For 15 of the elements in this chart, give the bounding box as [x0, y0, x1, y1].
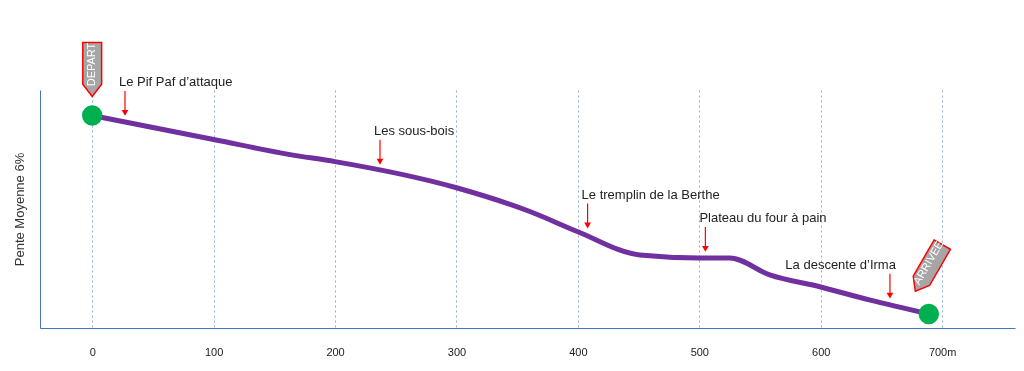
x-tick-label: 600: [812, 345, 831, 358]
x-tick-label: 400: [569, 345, 588, 358]
x-tick-label: 0: [89, 345, 96, 358]
x-tick-label: 500: [690, 345, 709, 358]
x-tick-label: 100: [204, 345, 224, 358]
annotation: Le Pif Paf d’attaque: [118, 73, 233, 89]
annotation: La descente d’Irma: [785, 256, 897, 272]
annotation: Les sous-bois: [373, 122, 455, 138]
x-tick-label: 300: [447, 345, 467, 358]
annotation: Plateau du four à pain: [699, 209, 827, 225]
annotation: Le tremplin de la Berthe: [581, 186, 720, 202]
y-axis-title: Pente Moyenne 6%: [11, 152, 27, 267]
x-tick-label: 200: [326, 345, 345, 358]
x-tick-label: 700m: [928, 345, 957, 358]
annotation: DEPART: [85, 42, 98, 87]
